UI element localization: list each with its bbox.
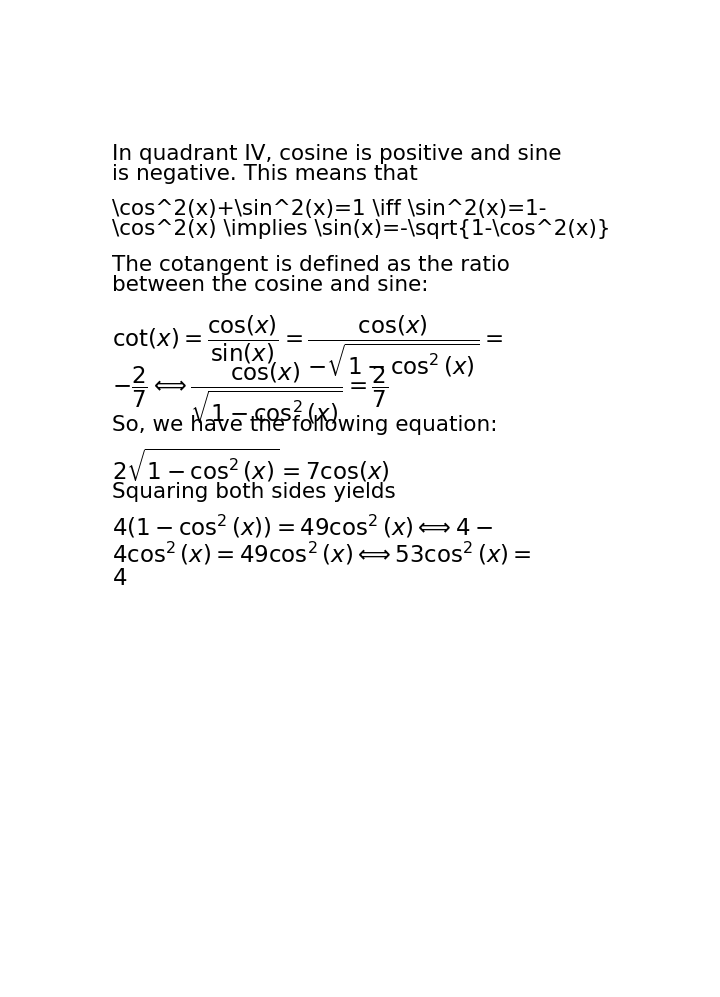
- Text: $4\cos^2(x) = 49\cos^2(x) \Longleftrightarrow 53\cos^2(x) =$: $4\cos^2(x) = 49\cos^2(x) \Longleftright…: [112, 540, 532, 567]
- Text: between the cosine and sine:: between the cosine and sine:: [112, 275, 429, 295]
- Text: In quadrant IV, cosine is positive and sine: In quadrant IV, cosine is positive and s…: [112, 145, 562, 165]
- Text: $4(1-\cos^2(x)) = 49\cos^2(x) \Longleftrightarrow 4-$: $4(1-\cos^2(x)) = 49\cos^2(x) \Longleftr…: [112, 513, 493, 540]
- Text: $4$: $4$: [112, 567, 127, 590]
- Text: Squaring both sides yields: Squaring both sides yields: [112, 482, 396, 502]
- Text: \cos^2(x) \implies \sin(x)=-\sqrt{1-\cos^2(x)}: \cos^2(x) \implies \sin(x)=-\sqrt{1-\cos…: [112, 219, 611, 239]
- Text: So, we have the following equation:: So, we have the following equation:: [112, 415, 498, 436]
- Text: $\cot(x) = \dfrac{\cos(x)}{\sin(x)} = \dfrac{\cos(x)}{-\sqrt{1-\cos^2(x)}} =$: $\cot(x) = \dfrac{\cos(x)}{\sin(x)} = \d…: [112, 313, 504, 379]
- Text: \cos^2(x)+\sin^2(x)=1 \iff \sin^2(x)=1-: \cos^2(x)+\sin^2(x)=1 \iff \sin^2(x)=1-: [112, 199, 546, 219]
- Text: $2\sqrt{1-\cos^2(x)} = 7\cos(x)$: $2\sqrt{1-\cos^2(x)} = 7\cos(x)$: [112, 447, 390, 485]
- Text: The cotangent is defined as the ratio: The cotangent is defined as the ratio: [112, 255, 510, 275]
- Text: is negative. This means that: is negative. This means that: [112, 165, 418, 184]
- Text: $-\dfrac{2}{7} \Longleftrightarrow \dfrac{\cos(x)}{\sqrt{1-\cos^2(x)}} = \dfrac{: $-\dfrac{2}{7} \Longleftrightarrow \dfra…: [112, 361, 389, 427]
